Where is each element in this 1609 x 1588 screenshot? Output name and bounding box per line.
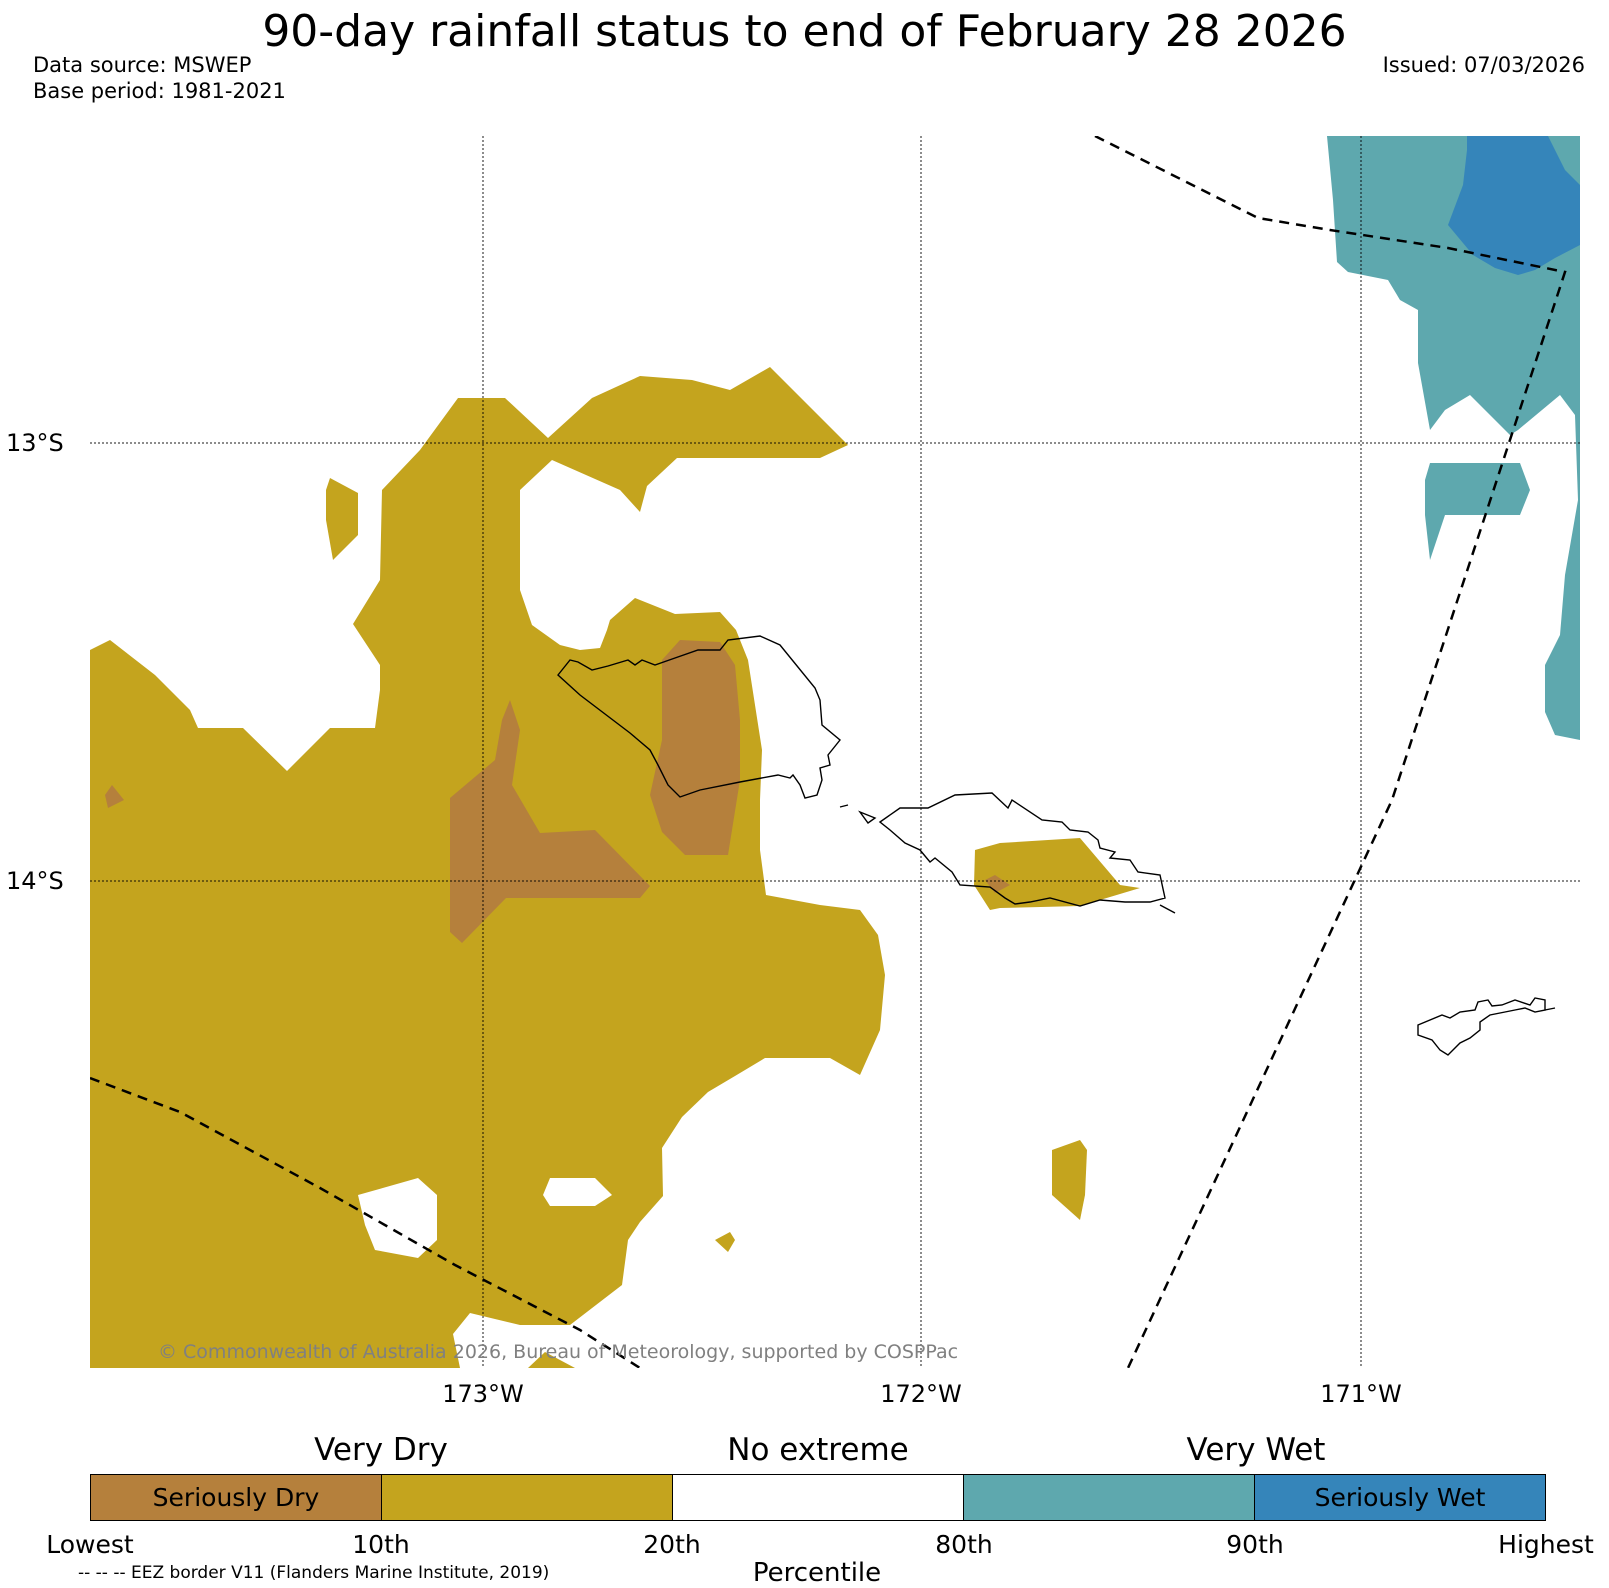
legend-tick-90th: 90th <box>1226 1530 1284 1559</box>
lon-label-173w: 173°W <box>442 1380 524 1408</box>
percentile-axis-label: Percentile <box>752 1558 882 1588</box>
legend-segment-seriously-wet: Seriously Wet <box>1255 1475 1545 1520</box>
very-dry-patch <box>528 1352 575 1368</box>
eez-border <box>90 136 1567 1368</box>
very-wet-region <box>1425 463 1530 560</box>
eez-border-note: -- -- -- EEZ border V11 (Flanders Marine… <box>78 1563 550 1583</box>
legend-segment-very-wet <box>964 1475 1255 1520</box>
legend-tick-highest: Highest <box>1498 1530 1594 1559</box>
legend-tick-lowest: Lowest <box>46 1530 134 1559</box>
seriously-dry-region <box>105 785 124 808</box>
data-source-label: Data source: MSWEP <box>33 53 252 77</box>
lat-label-13s: 13°S <box>6 429 64 457</box>
very-wet-region <box>1327 136 1580 740</box>
legend-category-very-wet: Very Wet <box>1186 1432 1326 1468</box>
seriously-wet-region <box>1448 136 1580 275</box>
no-extreme-pocket <box>543 1178 612 1206</box>
map-gridlines <box>90 136 1580 1368</box>
map-title: 90-day rainfall status to end of Februar… <box>262 6 1347 57</box>
issued-date-label: Issued: 07/03/2026 <box>1382 53 1585 77</box>
very-dry-patch <box>715 1232 735 1252</box>
legend-tick-80th: 80th <box>935 1530 993 1559</box>
legend-tick-20th: 20th <box>643 1530 701 1559</box>
coastline <box>557 635 1556 1056</box>
seriously-dry-region <box>650 640 740 855</box>
copyright-notice: © Commonwealth of Australia 2026, Bureau… <box>158 1341 959 1363</box>
legend-segment-very-dry <box>382 1475 673 1520</box>
legend-segment-seriously-dry: Seriously Dry <box>91 1475 382 1520</box>
lon-label-171w: 171°W <box>1320 1380 1402 1408</box>
legend-colorbar: Seriously Dry Seriously Wet <box>90 1474 1546 1521</box>
no-extreme-pocket <box>358 1178 437 1258</box>
very-dry-patch <box>974 838 1140 910</box>
legend-category-very-dry: Very Dry <box>314 1432 448 1468</box>
seriously-dry-region <box>450 700 650 943</box>
legend-segment-no-extreme <box>673 1475 964 1520</box>
lat-label-14s: 14°S <box>6 867 64 895</box>
seriously-dry-region <box>985 875 1010 893</box>
lon-label-172w: 172°W <box>880 1380 962 1408</box>
legend-category-no-extreme: No extreme <box>727 1432 909 1468</box>
very-dry-patch <box>326 478 358 560</box>
base-period-label: Base period: 1981-2021 <box>33 79 286 103</box>
legend-tick-10th: 10th <box>352 1530 410 1559</box>
very-dry-patch <box>1052 1140 1087 1220</box>
